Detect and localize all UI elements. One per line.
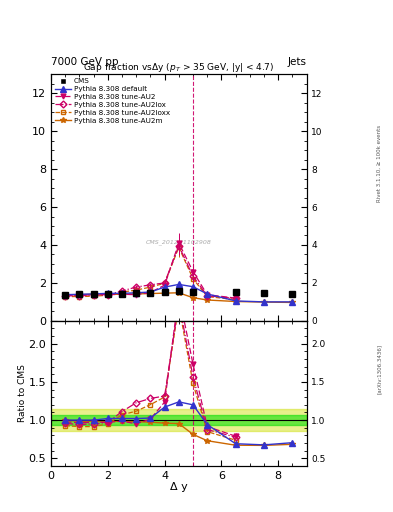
Text: Jets: Jets: [288, 56, 307, 67]
Bar: [51, 410, 307, 431]
Text: Rivet 3.1.10, ≥ 100k events: Rivet 3.1.10, ≥ 100k events: [377, 125, 382, 202]
Y-axis label: Ratio to CMS: Ratio to CMS: [18, 365, 27, 422]
Text: 7000 GeV pp: 7000 GeV pp: [51, 56, 119, 67]
Title: Gap fraction vs$\Delta$y ($p_T$ > 35 GeV, |y| < 4.7): Gap fraction vs$\Delta$y ($p_T$ > 35 GeV…: [83, 61, 274, 74]
X-axis label: Δ y: Δ y: [170, 482, 188, 492]
Text: CMS_2012_I1102908: CMS_2012_I1102908: [146, 239, 212, 245]
Text: [arXiv:1306.3436]: [arXiv:1306.3436]: [377, 344, 382, 394]
Bar: [51, 415, 307, 425]
Legend: CMS, Pythia 8.308 default, Pythia 8.308 tune-AU2, Pythia 8.308 tune-AU2lox, Pyth: CMS, Pythia 8.308 default, Pythia 8.308 …: [53, 77, 171, 125]
